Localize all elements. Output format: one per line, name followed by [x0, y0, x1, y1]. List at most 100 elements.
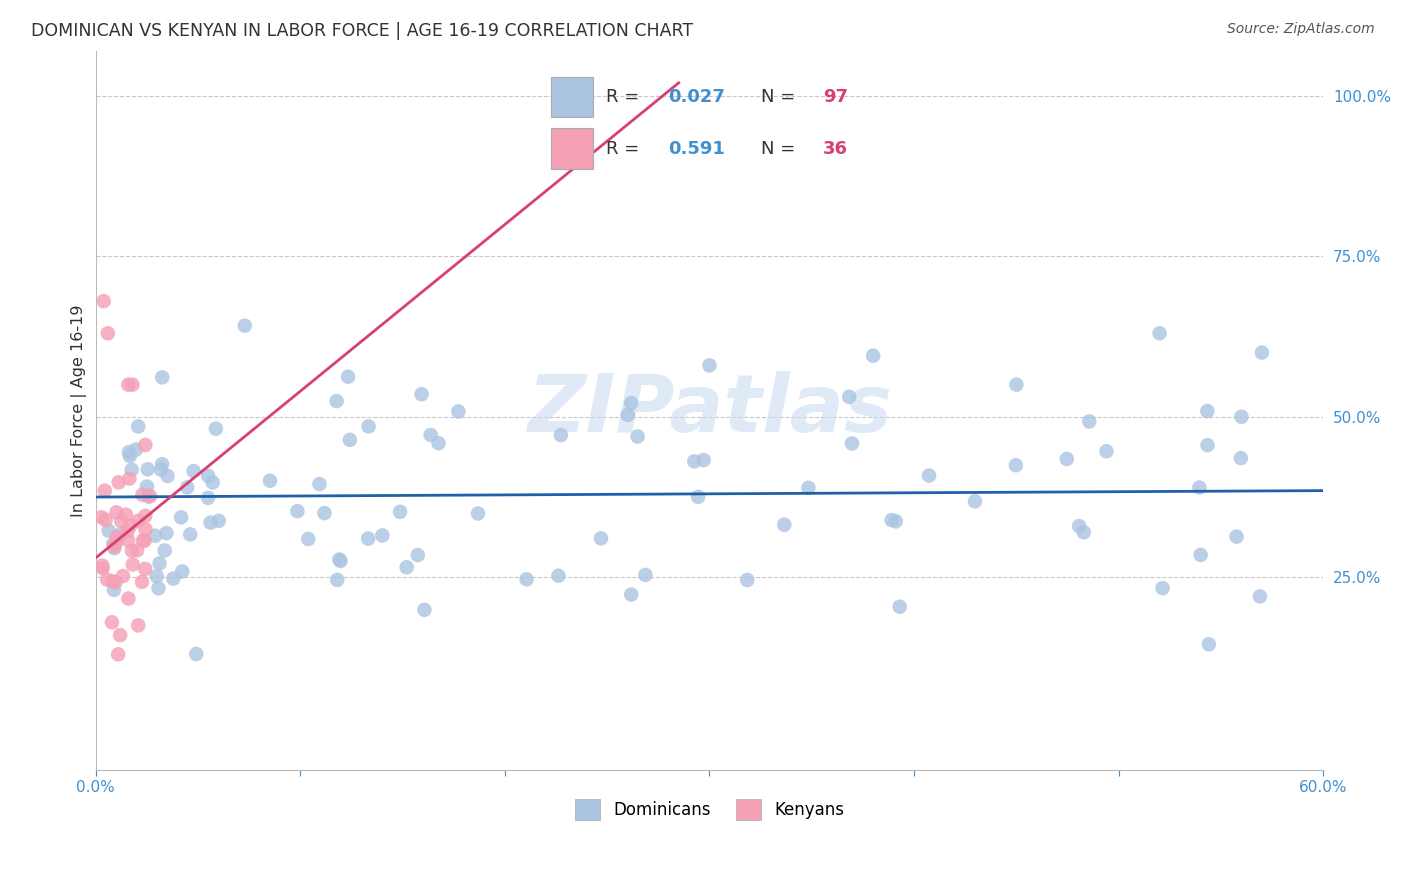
Point	[259, 474, 281, 488]
Point	[117, 533, 139, 548]
Point	[117, 524, 139, 539]
Point	[325, 394, 347, 409]
Point	[862, 349, 884, 363]
Point	[683, 454, 706, 468]
Point	[547, 568, 569, 582]
Point	[550, 428, 572, 442]
Text: DOMINICAN VS KENYAN IN LABOR FORCE | AGE 16-19 CORRELATION CHART: DOMINICAN VS KENYAN IN LABOR FORCE | AGE…	[31, 22, 693, 40]
Point	[411, 387, 433, 401]
Point	[1225, 530, 1247, 544]
Point	[838, 390, 860, 404]
Point	[134, 508, 156, 523]
Point	[1152, 581, 1174, 595]
Point	[150, 370, 173, 384]
Point	[884, 514, 907, 528]
Point	[121, 463, 143, 477]
Point	[1095, 444, 1118, 458]
Point	[136, 462, 159, 476]
Point	[150, 457, 173, 471]
Point	[121, 543, 143, 558]
Point	[427, 436, 450, 450]
Point	[172, 565, 194, 579]
Point	[634, 568, 657, 582]
Point	[150, 463, 173, 477]
Point	[134, 438, 156, 452]
Point	[107, 648, 129, 662]
Point	[626, 429, 648, 443]
Point	[134, 522, 156, 536]
Point	[94, 513, 117, 527]
Point	[90, 510, 112, 524]
Point	[208, 514, 231, 528]
Point	[134, 562, 156, 576]
Point	[115, 508, 138, 522]
Point	[1197, 438, 1219, 452]
Point	[118, 445, 141, 459]
Point	[120, 518, 142, 533]
Point	[841, 436, 863, 450]
Point	[918, 468, 941, 483]
Point	[201, 475, 224, 490]
Point	[326, 573, 349, 587]
Point	[156, 469, 179, 483]
Text: Source: ZipAtlas.com: Source: ZipAtlas.com	[1227, 22, 1375, 37]
Point	[112, 569, 135, 583]
Point	[183, 464, 205, 478]
Point	[148, 581, 170, 595]
Point	[96, 573, 118, 587]
Point	[104, 575, 127, 590]
Point	[139, 489, 162, 503]
Point	[105, 505, 128, 519]
Point	[145, 569, 167, 583]
Point	[127, 419, 149, 434]
Point	[93, 294, 115, 309]
Point	[419, 428, 441, 442]
Point	[339, 433, 361, 447]
Point	[110, 514, 132, 528]
Point	[1189, 548, 1212, 562]
Point	[110, 527, 132, 541]
Point	[1149, 326, 1171, 341]
Point	[97, 326, 120, 341]
Point	[413, 603, 436, 617]
Point	[357, 532, 380, 546]
Point	[395, 560, 418, 574]
Point	[589, 532, 612, 546]
Point	[297, 532, 319, 546]
Point	[162, 572, 184, 586]
Point	[103, 537, 125, 551]
Point	[233, 318, 256, 333]
Point	[179, 527, 201, 541]
Point	[176, 480, 198, 494]
Point	[143, 529, 166, 543]
Point	[200, 516, 222, 530]
Point	[389, 505, 412, 519]
Point	[97, 524, 120, 538]
Point	[103, 582, 125, 597]
Point	[797, 481, 820, 495]
Point	[118, 471, 141, 485]
Point	[308, 477, 330, 491]
Point	[148, 557, 170, 571]
Point	[105, 534, 128, 549]
Point	[205, 422, 228, 436]
Point	[620, 588, 643, 602]
Point	[121, 558, 143, 572]
Point	[132, 533, 155, 548]
Point	[136, 479, 159, 493]
Point	[127, 514, 149, 528]
Point	[197, 491, 219, 505]
Point	[620, 396, 643, 410]
Point	[1188, 481, 1211, 495]
Point	[1056, 452, 1078, 467]
Point	[688, 490, 710, 504]
Point	[125, 442, 148, 457]
Point	[329, 554, 352, 568]
Point	[889, 599, 911, 614]
Point	[328, 552, 350, 566]
Point	[314, 506, 336, 520]
Point	[406, 548, 429, 562]
Point	[1251, 345, 1274, 359]
Point	[1198, 637, 1220, 651]
Point	[197, 468, 219, 483]
